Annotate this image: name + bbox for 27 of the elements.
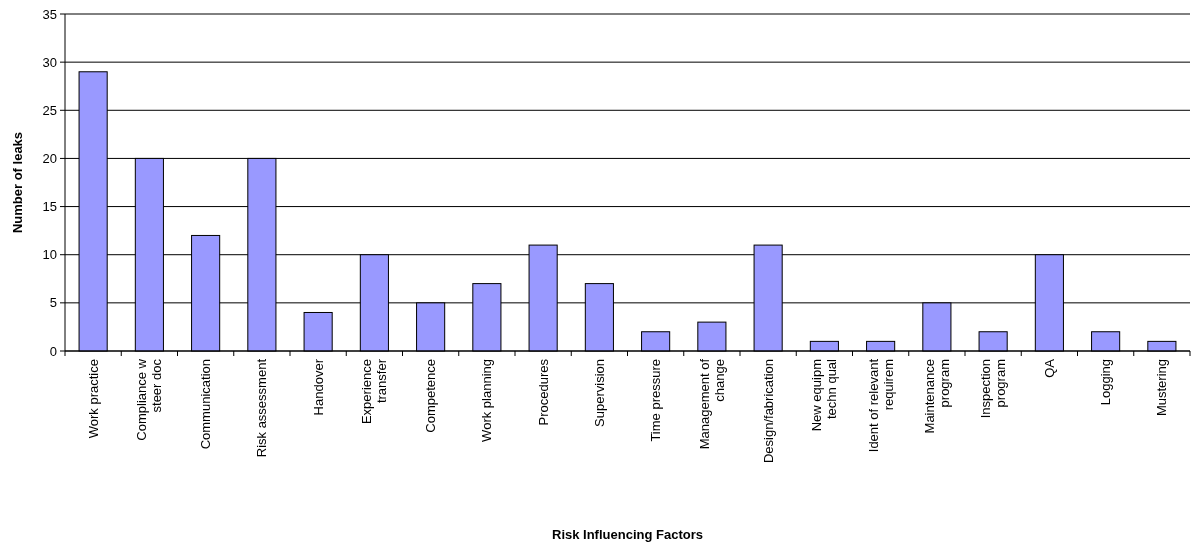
x-tick-label: Supervision — [591, 359, 607, 427]
x-tick-label: Compliance w steer doc — [134, 358, 165, 441]
y-tick-label: 5 — [49, 295, 57, 311]
y-axis-title: Number of leaks — [10, 131, 25, 234]
x-tick-label: Logging — [1098, 359, 1114, 406]
x-axis-title: Risk Influencing Factors — [552, 527, 703, 542]
x-tick-label: Design/fabrication — [760, 359, 776, 464]
x-tick-label: Procedures — [535, 358, 551, 426]
x-tick-label: Work practice — [85, 359, 101, 439]
x-tick-label: Experience transfer — [359, 358, 390, 425]
y-tick-label: 25 — [42, 102, 57, 118]
x-tick-label: Time pressure — [648, 359, 664, 442]
x-tick-label: QA — [1041, 358, 1057, 378]
x-tick-label: Risk assessment — [254, 358, 270, 458]
y-tick-label: 30 — [42, 54, 57, 70]
y-tick-label: 35 — [42, 6, 57, 22]
x-tick-label: New equipm techn qual — [809, 358, 840, 432]
x-tick-label: Communication — [198, 359, 214, 450]
y-tick-label: 10 — [42, 247, 57, 263]
y-tick-label: 15 — [42, 199, 57, 215]
x-tick-label: Work planning — [479, 359, 495, 442]
x-tick-label: Competence — [423, 359, 439, 433]
x-tick-label: Mustering — [1154, 359, 1170, 417]
x-tick-label: Handover — [310, 358, 326, 416]
y-tick-label: 0 — [49, 343, 57, 359]
x-tick-label: Management of change — [696, 358, 727, 450]
y-tick-label: 20 — [42, 150, 57, 166]
